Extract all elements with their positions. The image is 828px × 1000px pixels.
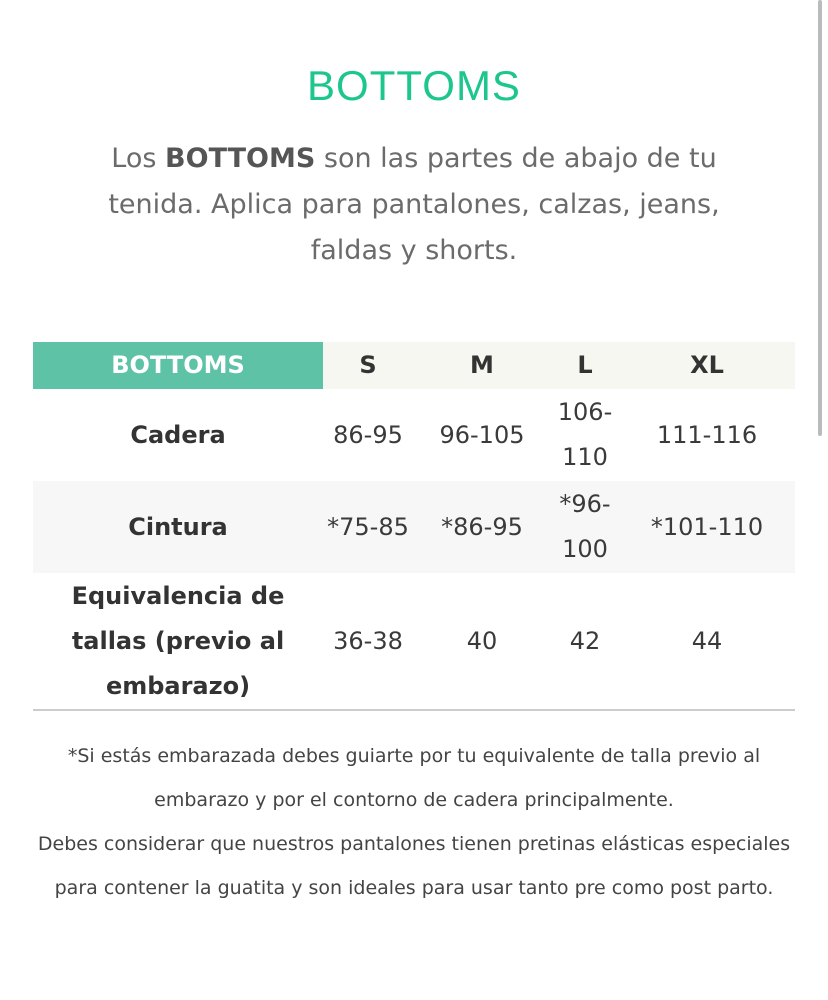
table-cell: *75-85 <box>323 481 413 573</box>
table-cell: 106-110 <box>557 398 613 471</box>
intro-pre: Los <box>111 143 166 174</box>
table-row: Cintura *75-85 *86-95 *96-100 *101-110 <box>33 481 795 573</box>
table-cell: 36-38 <box>323 573 413 711</box>
note-elastic: Debes considerar que nuestros pantalones… <box>37 833 791 899</box>
table-cell: *86-95 <box>413 481 551 573</box>
header-bottoms: BOTTOMS <box>33 342 323 389</box>
scrollbar[interactable] <box>818 0 822 436</box>
header-xl: XL <box>619 342 795 389</box>
intro-bold: BOTTOMS <box>165 143 316 174</box>
page-title: BOTTOMS <box>307 62 521 109</box>
row-label: Cintura <box>33 481 323 573</box>
note-pregnancy: *Si estás embarazada debes guiarte por t… <box>67 745 761 811</box>
size-table: BOTTOMS S M L XL Cadera 86-95 96-105 106… <box>33 342 795 711</box>
table-cell: 40 <box>413 573 551 711</box>
table-cell: 96-105 <box>439 420 525 449</box>
table-cell: *101-110 <box>619 481 795 573</box>
table-cell: 111-116 <box>656 420 758 449</box>
header-s: S <box>323 342 413 389</box>
header-l: L <box>551 342 619 389</box>
intro-post: son las partes de abajo de tu tenida. Ap… <box>108 143 720 266</box>
header-m: M <box>413 342 551 389</box>
table-header-row: BOTTOMS S M L XL <box>33 342 795 389</box>
footnote: *Si estás embarazada debes guiarte por t… <box>20 734 808 910</box>
table-cell: 44 <box>619 573 795 711</box>
row-label: Equivalencia de tallas (previo al embara… <box>33 573 323 711</box>
table-cell: 42 <box>551 573 619 711</box>
table-cell: 86-95 <box>333 420 403 449</box>
table-row: Cadera 86-95 96-105 106-110 111-116 <box>33 389 795 481</box>
table-row: Equivalencia de tallas (previo al embara… <box>33 573 795 711</box>
table-cell: *96-100 <box>551 481 619 573</box>
row-label: Cadera <box>130 420 226 449</box>
intro-text: Los BOTTOMS son las partes de abajo de t… <box>70 136 758 274</box>
